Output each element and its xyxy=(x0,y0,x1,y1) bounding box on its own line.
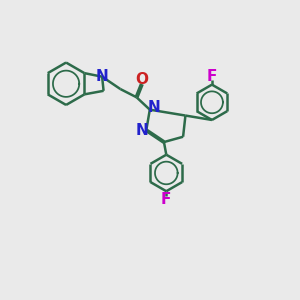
Text: O: O xyxy=(136,72,149,87)
Text: N: N xyxy=(96,69,109,84)
Text: N: N xyxy=(136,123,148,138)
Text: F: F xyxy=(207,69,217,84)
Text: N: N xyxy=(147,100,160,115)
Text: F: F xyxy=(161,192,172,207)
